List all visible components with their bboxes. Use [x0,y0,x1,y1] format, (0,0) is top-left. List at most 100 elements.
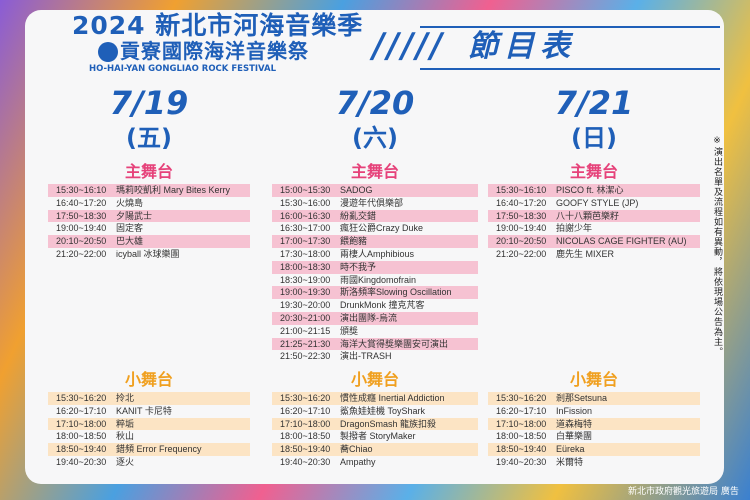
small-stage-section: 小舞台 15:30~16:20 剎那Setsuna 16:20~17:10 InFiss… [488,366,700,469]
performance-row: 19:40~20:30 Ampathy [272,456,478,469]
performance-row: 15:30~16:10 PISCO ft. 林潔心 [488,184,700,197]
performer: 夕陽武士 [116,210,153,221]
performance-row: 18:50~19:40 錯頻 Error Frequency [48,443,250,456]
time-slot: 17:10~18:00 [496,418,547,429]
performance-row: 18:50~19:40 蕎Chiao [272,443,478,456]
performance-row: 19:30~20:00 DrunkMonk 撞克芃客 [272,299,478,312]
performer: 拍謝少年 [556,223,593,234]
title-frame [420,26,720,70]
performer: 逐火 [116,456,135,467]
main-stage-heading: 主舞台 [124,162,173,181]
performance-row: 16:20~17:10 InFission [488,405,700,418]
performance-row: 19:00~19:40 固定客 [48,222,250,235]
festival-emblem-icon [98,42,118,62]
performance-row: 16:20~17:10 鯊魚娃娃機 ToyShark [272,405,478,418]
performer: 剎那Setsuna [556,393,608,403]
performer: 粹垢 [116,418,135,429]
performance-row: 21:50~22:30 演出-TRASH [272,350,478,363]
performance-row: 19:40~20:30 米爾特 [488,456,700,469]
performer: 火燒島 [116,197,144,208]
performance-row: 17:10~18:00 DragonSmash 龍族扣殺 [272,417,478,431]
time-slot: 16:20~17:10 [56,405,107,416]
time-slot: 16:30~17:00 [280,223,331,234]
performer: DrunkMonk 撞克芃客 [340,300,425,311]
performer: 海洋大賞得獎樂團安可演出 [340,338,449,349]
time-slot: 18:00~18:50 [56,431,107,442]
day-date: 7/19 [109,84,189,122]
performance-row: 17:50~18:30 八十八顆芭樂籽 [488,209,700,223]
performance-row: 20:10~20:50 NICOLAS CAGE FIGHTER (AU) [488,235,700,248]
performance-row: 17:10~18:00 粹垢 [48,417,250,431]
time-slot: 18:30~19:00 [280,274,331,285]
time-slot: 18:50~19:40 [280,444,331,455]
time-slot: 21:25~21:30 [280,338,331,349]
schedule-note: ※演出名單及流程如有異動，將依現場公告為主。 [712,136,722,357]
main-stage-heading: 主舞台 [350,162,399,181]
page-title: 節目表 [468,29,576,64]
performance-row: 15:30~16:10 瑪莉咬凱利 Mary Bites Kerry [48,184,250,197]
performance-row: 16:20~17:10 KANIT 卡尼特 [48,405,250,418]
time-slot: 18:00~18:50 [280,431,331,442]
performance-row: 15:30~16:20 慣性成癮 Inertial Addiction [272,392,478,405]
sponsor-footer: 新北市政府觀光旅遊局 廣告 [628,487,739,497]
time-slot: 19:40~20:30 [280,456,331,467]
performer: 斯洛頻率Slowing Oscillation [340,287,452,298]
performance-row: 18:30~19:00 雨國Kingdomofrain [272,274,478,287]
time-slot: 17:50~18:30 [496,210,547,221]
time-slot: 15:30~16:10 [496,185,547,195]
day-weekday: (日) [571,124,617,152]
time-slot: 18:50~19:40 [496,444,547,455]
time-slot: 15:30~16:00 [280,197,331,208]
performer: 瑪莉咬凱利 Mary Bites Kerry [116,185,231,195]
performance-row: 21:20~22:00 鹿先生 MIXER [488,248,700,261]
day-column: 7/19 (五) 主舞台 15:30~16:10 瑪莉咬凱利 Mary Bites … [48,86,250,261]
main-stage-section: 主舞台 15:00~15:30 SADOG 15:30~16:00 漫遊年代俱樂部 16:… [272,162,478,363]
performer: 蕎Chiao [340,444,373,455]
time-slot: 15:30~16:20 [496,393,547,403]
performer: NICOLAS CAGE FIGHTER (AU) [556,236,687,247]
time-slot: 21:50~22:30 [280,351,331,362]
performer: 演出團隊-烏流 [340,312,397,323]
performance-row: 17:50~18:30 夕陽武士 [48,209,250,223]
performer: icyball 冰球樂團 [116,248,180,259]
festival-logo-english: HO-HAI-YAN GONGLIAO ROCK FESTIVAL [89,64,277,74]
performance-row: 17:00~17:30 餵飽豬 [272,235,478,248]
time-slot: 16:40~17:20 [56,197,107,208]
time-slot: 16:00~16:30 [280,210,331,221]
performer: 時不我予 [340,261,377,272]
festival-logo-title: 2024 新北市河海音樂季 [72,11,364,40]
performer: KANIT 卡尼特 [116,405,172,416]
day-column: 7/20 (六) 主舞台 15:00~15:30 SADOG 15:30~16:00 漫… [272,86,478,363]
performance-row: 18:50~19:40 Eüreka [488,443,700,456]
performer: GOOFY STYLE (JP) [556,197,639,208]
performance-row: 18:00~18:50 製撥者 StoryMaker [272,430,478,443]
time-slot: 16:40~17:20 [496,197,547,208]
time-slot: 21:20~22:00 [56,248,107,259]
time-slot: 17:10~18:00 [56,418,107,429]
performance-row: 18:00~18:50 秋山 [48,430,250,443]
performer: 製撥者 StoryMaker [340,431,416,442]
performance-row: 17:10~18:00 道森梅特 [488,417,700,431]
time-slot: 20:10~20:50 [496,236,547,247]
performer: 漫遊年代俱樂部 [340,197,404,208]
day-date: 7/20 [335,84,415,122]
time-slot: 19:00~19:40 [496,223,547,234]
performer: PISCO ft. 林潔心 [556,185,624,195]
performance-row: 15:00~15:30 SADOG [272,184,478,197]
time-slot: 20:10~20:50 [56,236,107,247]
performer: 雨國Kingdomofrain [340,274,417,285]
performance-row: 21:20~22:00 icyball 冰球樂團 [48,248,250,261]
time-slot: 19:40~20:30 [496,456,547,467]
main-stage-heading: 主舞台 [569,162,618,181]
time-slot: 21:20~22:00 [496,248,547,259]
performer: 秋山 [116,431,135,442]
performance-row: 18:00~18:30 時不我予 [272,260,478,274]
time-slot: 20:30~21:00 [280,312,331,323]
performance-row: 15:30~16:20 拎北 [48,392,250,405]
time-slot: 19:40~20:30 [56,456,107,467]
performer: Eüreka [556,444,585,455]
performer: 拎北 [116,393,135,403]
performer: 錯頻 Error Frequency [116,444,202,455]
performer: 巴大雄 [116,236,144,247]
small-stage-heading: 小舞台 [124,370,173,389]
